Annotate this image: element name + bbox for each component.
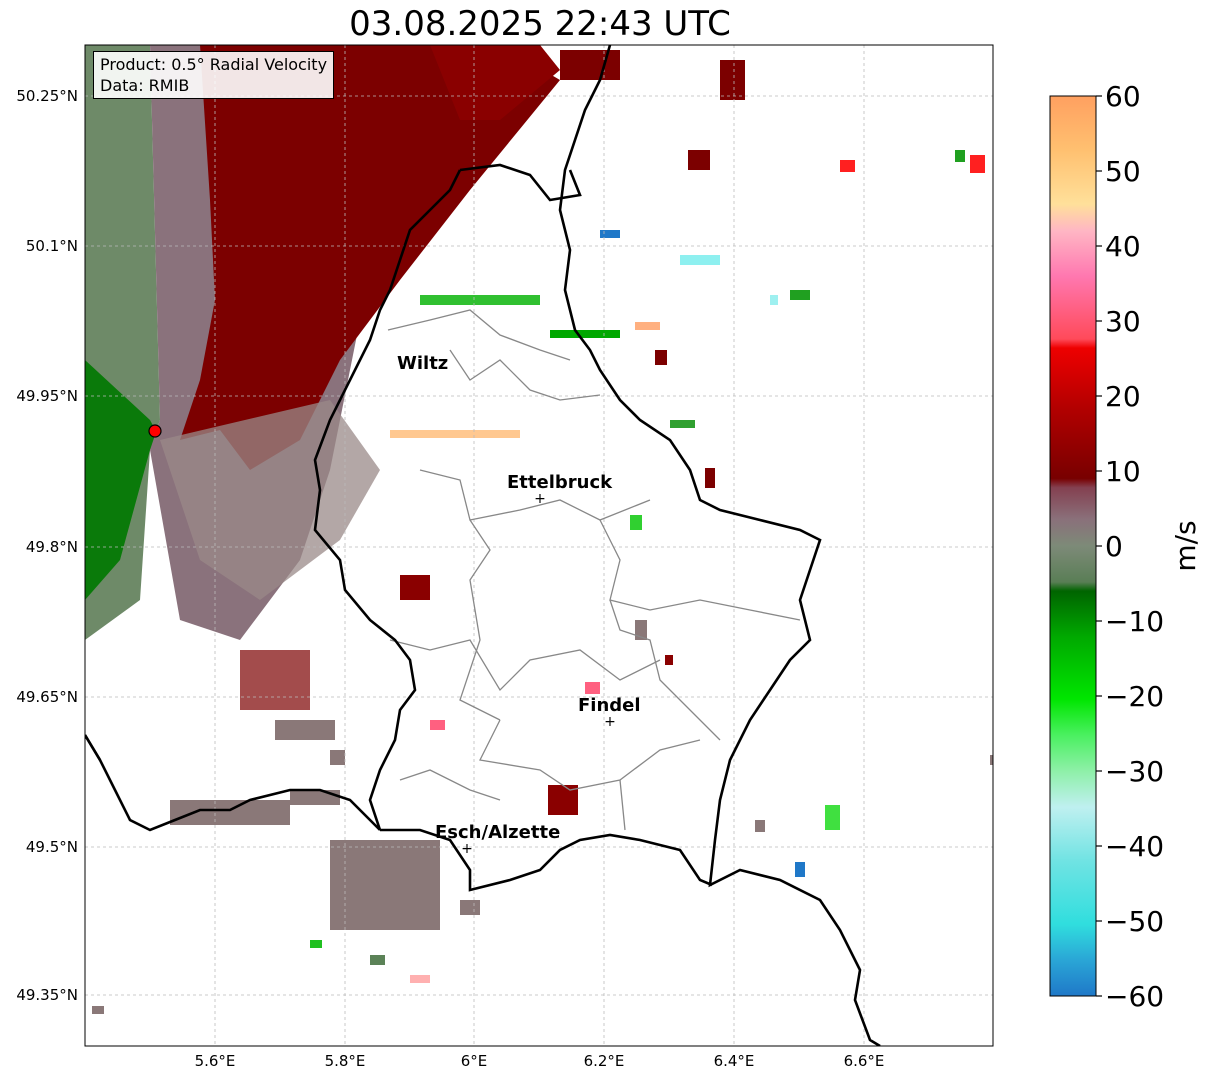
latitude-axis: 50.25°N 50.1°N 49.95°N 49.8°N 49.65°N 49… [16,87,78,1004]
colorbar-tick-label: −20 [1105,680,1164,713]
lat-label: 49.95°N [16,387,78,405]
lat-label: 49.8°N [26,538,78,556]
colorbar-tick-label: 30 [1105,305,1141,338]
canton-boundaries [387,309,801,831]
colorbar-tick-label: 40 [1105,230,1141,263]
longitude-axis: 5.6°E 5.8°E 6°E 6.2°E 6.4°E 6.6°E [195,1052,885,1070]
lat-label: 49.35°N [16,986,78,1004]
lat-label: 49.5°N [26,838,78,856]
echo-strong-outbound [180,45,560,470]
colorbar: 60 50 40 30 20 10 0 −10 −20 −30 −40 −50 … [1049,80,1202,1013]
lat-label: 49.65°N [16,688,78,706]
city-label-ettelbruck: Ettelbruck [507,472,613,493]
lon-label: 6.4°E [714,1052,755,1070]
city-findel: Findel + [578,695,641,730]
colorbar-gradient [1049,95,1097,997]
echo-inbound-core [85,360,158,600]
city-wiltz: Wiltz [397,353,448,374]
city-label-esch-alzette: Esch/Alzette [435,822,560,843]
lon-label: 5.8°E [325,1052,366,1070]
city-marker-ettelbruck: + [534,491,546,507]
lon-label: 6.6°E [844,1052,885,1070]
country-borders [85,45,881,1046]
radar-site-marker [148,424,162,438]
echo-outbound-band [430,45,560,120]
colorbar-tick-label: −60 [1105,980,1164,1013]
colorbar-ticks [1096,95,1102,997]
product-info-box: Product: 0.5° Radial Velocity Data: RMIB [93,51,335,99]
colorbar-tick-label: 60 [1105,80,1141,113]
lat-label: 50.1°N [26,237,78,255]
data-source-label: Data: RMIB [100,76,190,95]
colorbar-tick-label: −50 [1105,905,1164,938]
colorbar-tick-label: 0 [1105,530,1123,563]
city-esch-alzette: Esch/Alzette + [435,822,560,857]
product-label: Product: 0.5° Radial Velocity [100,55,328,74]
colorbar-tick-label: 10 [1105,455,1141,488]
city-marker-findel: + [604,714,616,730]
lon-label: 6°E [461,1052,488,1070]
lat-label: 50.25°N [16,87,78,105]
city-marker-esch-alzette: + [461,841,473,857]
colorbar-tick-label: −30 [1105,755,1164,788]
colorbar-tick-label: 50 [1105,155,1141,188]
radar-echo-layer [85,45,993,1014]
colorbar-tick-label: −40 [1105,830,1164,863]
colorbar-unit-label: m/s [1169,520,1202,571]
city-label-wiltz: Wiltz [397,353,448,374]
colorbar-tick-label: 20 [1105,380,1141,413]
city-label-findel: Findel [578,695,641,716]
map-title: 03.08.2025 22:43 UTC [349,4,731,44]
colorbar-tick-label: −10 [1105,605,1164,638]
lon-label: 6.2°E [584,1052,625,1070]
lon-label: 5.6°E [195,1052,236,1070]
scattered-echo-cells [92,50,993,1014]
city-ettelbruck: Ettelbruck + [507,472,613,507]
map-frame [84,44,994,1047]
